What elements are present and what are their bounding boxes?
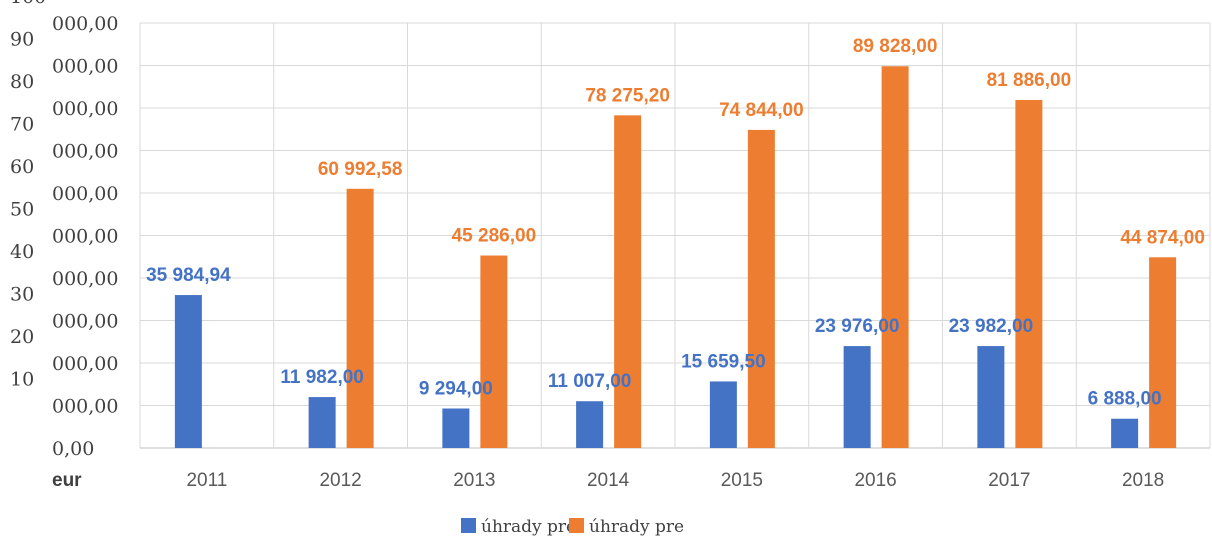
bar-series2-2012 [346,188,374,448]
y-axis-ticks: 0,00 10 000,00 20 000,00 30 000,00 40 000,00 50 00… [10,0,118,460]
x-tick-label: 2018 [1122,470,1164,491]
y-tick-label-line1: 50 [10,199,34,221]
data-label-series1-2018: 6 888,00 [1088,389,1162,410]
data-label-series1-2013: 9 294,00 [419,379,493,400]
y-tick-label-line1: 60 [10,156,34,178]
bar-series1-2018 [1111,418,1139,448]
x-tick-label: 2015 [721,470,763,491]
bar-series2-2014 [614,115,642,449]
y-tick-label: 80 000,00 [10,71,118,120]
y-tick-label: 0,00 [52,438,94,460]
y-tick-label-line1: 30 [10,284,34,306]
y-tick-label: 20 000,00 [10,326,118,375]
bar-series1-2012 [308,397,336,448]
gridlines [139,22,1211,449]
y-tick-label-line1: 0,00 [52,438,94,460]
x-axis-ticks: 2011 2012 2013 2014 2015 2016 2017 2018 [186,470,1164,491]
bars [174,66,1177,449]
data-label-series2-2016: 89 828,00 [853,36,938,57]
y-tick-label: 10 000,00 [10,369,118,418]
y-tick-label-line1: 20 [10,326,34,348]
legend: úhrady pre úhrady pre [461,517,684,537]
data-label-series1-2016: 23 976,00 [815,316,900,337]
legend-label-series2: úhrady pre [589,517,684,537]
y-tick-label-line1: 70 [10,114,34,136]
data-label-series1-2012: 11 982,00 [280,367,363,388]
data-label-series2-2018: 44 874,00 [1120,227,1205,248]
y-tick-label-line1: 80 [10,71,34,93]
bar-series1-2011 [174,295,202,448]
y-tick-label-line1: 10 [10,369,34,391]
bar-series1-2015 [709,381,737,448]
data-label-series1-2015: 15 659,50 [681,351,766,372]
data-labels: 35 984,94 11 982,00 60 992,58 9 294,00 45 28… [146,36,1205,409]
data-label-series2-2015: 74 844,00 [719,100,804,121]
data-label-series2-2014: 78 275,20 [585,85,670,106]
legend-label-series1: úhrady pre [481,517,576,537]
x-tick-label: 2017 [988,470,1030,491]
y-tick-label-line2: 000,00 [52,56,118,78]
y-tick-label-line2: 000,00 [52,396,118,418]
bar-series2-2013 [480,255,508,448]
y-tick-label: 60 000,00 [10,156,118,205]
y-tick-label: 100 000,00 [10,0,118,35]
y-tick-label-line1: 100 [10,0,46,8]
bar-series2-2015 [747,129,775,448]
bar-series2-2017 [1015,99,1043,448]
y-tick-label: 90 000,00 [10,29,118,78]
x-tick-label: 2011 [186,470,227,491]
y-tick-label-line2: 000,00 [52,353,118,375]
y-tick-label: 70 000,00 [10,114,118,163]
data-label-series1-2017: 23 982,00 [949,316,1034,337]
bar-series1-2014 [576,401,604,448]
data-label-series2-2013: 45 286,00 [452,226,537,247]
y-tick-label-line2: 000,00 [52,226,118,248]
y-tick-label-line2: 000,00 [52,13,118,35]
data-label-series1-2011: 35 984,94 [146,265,231,286]
y-axis-unit-label: eur [52,470,82,491]
legend-swatch-series1 [461,518,476,533]
y-tick-label-line2: 000,00 [52,183,118,205]
bar-series1-2017 [977,346,1005,448]
y-tick-label: 30 000,00 [10,284,118,333]
x-tick-label: 2014 [587,470,630,491]
data-label-series2-2017: 81 886,00 [987,70,1072,91]
y-tick-label: 40 000,00 [10,241,118,290]
x-tick-label: 2012 [319,470,361,491]
y-tick-label-line1: 90 [10,29,34,51]
y-tick-label: 50 000,00 [10,199,118,248]
bar-series1-2013 [442,408,470,448]
y-tick-label-line2: 000,00 [52,98,118,120]
data-label-series2-2012: 60 992,58 [318,159,403,180]
y-tick-label-line2: 000,00 [52,311,118,333]
x-tick-label: 2013 [453,470,495,491]
y-tick-label-line2: 000,00 [52,141,118,163]
bar-series2-2016 [881,66,909,448]
data-label-series1-2014: 11 007,00 [548,371,631,392]
y-tick-label-line1: 40 [10,241,34,263]
legend-swatch-series2 [569,518,584,533]
y-tick-label-line2: 000,00 [52,268,118,290]
bar-series1-2016 [843,346,871,448]
x-tick-label: 2016 [854,470,896,491]
bar-series2-2018 [1149,257,1177,448]
